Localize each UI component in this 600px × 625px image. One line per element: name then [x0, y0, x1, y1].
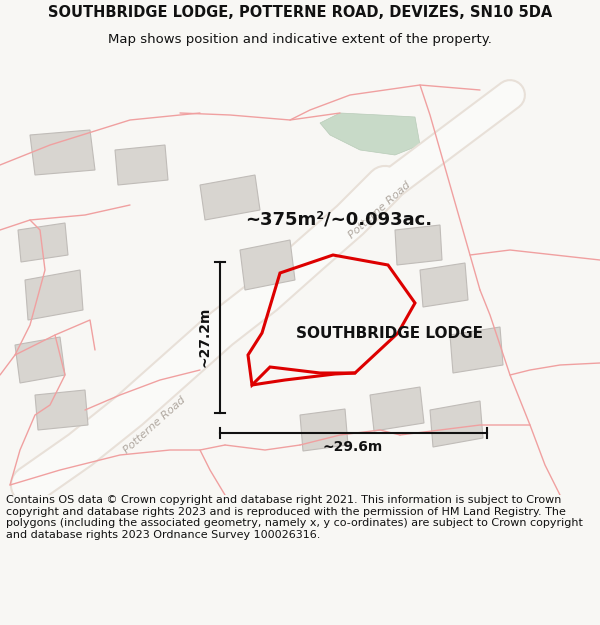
Polygon shape	[320, 113, 420, 155]
Text: Potterne Road: Potterne Road	[122, 394, 188, 456]
Polygon shape	[15, 337, 65, 383]
Polygon shape	[35, 390, 88, 430]
Polygon shape	[115, 145, 168, 185]
Text: Map shows position and indicative extent of the property.: Map shows position and indicative extent…	[108, 33, 492, 46]
Text: ~375m²/~0.093ac.: ~375m²/~0.093ac.	[245, 211, 432, 229]
Polygon shape	[18, 223, 68, 262]
Polygon shape	[30, 130, 95, 175]
Polygon shape	[420, 263, 468, 307]
Text: SOUTHBRIDGE LODGE: SOUTHBRIDGE LODGE	[296, 326, 484, 341]
Text: Contains OS data © Crown copyright and database right 2021. This information is : Contains OS data © Crown copyright and d…	[6, 495, 583, 540]
Text: SOUTHBRIDGE LODGE, POTTERNE ROAD, DEVIZES, SN10 5DA: SOUTHBRIDGE LODGE, POTTERNE ROAD, DEVIZE…	[48, 4, 552, 19]
Polygon shape	[25, 270, 83, 320]
Text: ~27.2m: ~27.2m	[197, 307, 211, 367]
Text: Potterne Road: Potterne Road	[347, 179, 413, 241]
Polygon shape	[395, 225, 442, 265]
Text: ~29.6m: ~29.6m	[323, 440, 383, 454]
Polygon shape	[0, 55, 600, 495]
Polygon shape	[240, 240, 295, 290]
Polygon shape	[450, 327, 503, 373]
Polygon shape	[200, 175, 260, 220]
Polygon shape	[430, 401, 483, 447]
Polygon shape	[370, 387, 424, 431]
Polygon shape	[300, 409, 348, 451]
